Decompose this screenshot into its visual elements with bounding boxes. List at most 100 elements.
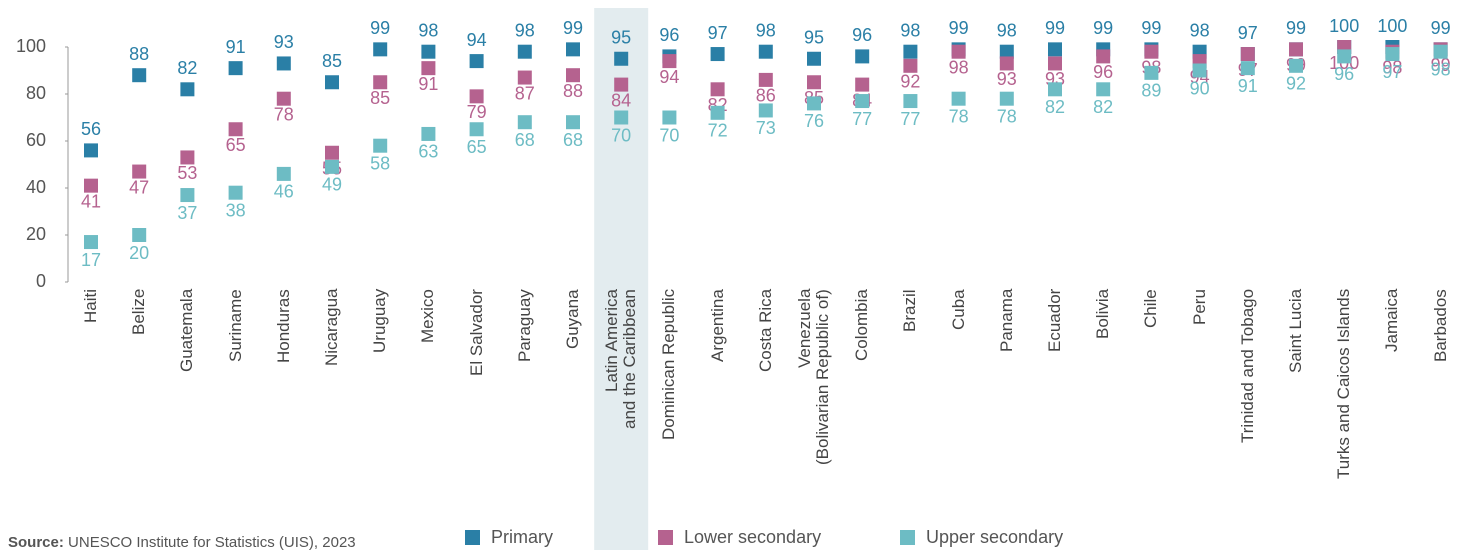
marker (132, 68, 147, 83)
value-label: 91 (418, 74, 438, 94)
value-label: 46 (274, 182, 294, 202)
marker (325, 159, 339, 174)
marker (903, 58, 918, 73)
x-tick-label: Bolivia (1093, 289, 1113, 340)
marker (1096, 49, 1111, 64)
marker (710, 47, 725, 62)
x-tick-label: Trinidad and Tobago (1237, 289, 1257, 444)
value-label: 63 (418, 142, 438, 162)
value-label: 99 (1431, 18, 1451, 38)
marker (999, 56, 1014, 71)
marker (951, 91, 966, 106)
value-label: 53 (177, 163, 197, 183)
marker (421, 126, 436, 141)
value-label: 96 (1093, 62, 1113, 82)
value-label: 99 (1431, 55, 1451, 75)
value-label: 92 (900, 72, 920, 92)
y-tick-label: 80 (26, 83, 46, 103)
value-label: 92 (1286, 74, 1306, 94)
value-label: 49 (322, 175, 342, 195)
marker (1385, 47, 1400, 62)
value-label: 85 (370, 88, 390, 108)
marker (469, 54, 484, 69)
y-tick-label: 20 (26, 224, 46, 244)
legend-swatch (658, 530, 673, 545)
value-label: 82 (1045, 97, 1065, 117)
marker (1240, 61, 1255, 76)
value-label: 96 (1334, 64, 1354, 84)
value-label: 78 (274, 104, 294, 124)
marker (84, 235, 98, 250)
value-label: 72 (708, 121, 728, 141)
source-label: Source: (8, 534, 64, 550)
marker (325, 145, 339, 160)
marker (1433, 44, 1448, 59)
value-label: 91 (226, 37, 246, 57)
legend-label: Lower secondary (684, 527, 821, 547)
value-label: 89 (1141, 81, 1161, 101)
x-tick-label: Venezuela (Bolivarian Republic of) (795, 289, 832, 465)
marker (132, 164, 147, 179)
x-tick-label: Peru (1189, 289, 1209, 325)
value-label: 68 (563, 130, 583, 150)
marker (276, 91, 291, 106)
x-tick-label: Cuba (948, 289, 968, 330)
value-label: 65 (226, 135, 246, 155)
value-label: 98 (1431, 59, 1451, 79)
marker (566, 68, 580, 83)
value-label: 82 (177, 58, 197, 78)
value-label: 96 (852, 25, 872, 45)
marker (180, 188, 195, 203)
value-label: 73 (756, 118, 776, 138)
value-label: 98 (900, 20, 920, 40)
value-label: 68 (515, 130, 535, 150)
value-label: 99 (1141, 18, 1161, 38)
value-label: 98 (756, 20, 776, 40)
value-label: 41 (81, 191, 101, 211)
value-label: 98 (1190, 20, 1210, 40)
marker (1144, 65, 1159, 80)
x-tick-label: Saint Lucia (1286, 289, 1305, 374)
value-label: 77 (852, 109, 872, 129)
highlight-band (594, 8, 649, 550)
value-label: 94 (659, 67, 679, 87)
marker (566, 42, 580, 57)
value-label: 93 (274, 32, 294, 52)
x-tick-label: Panama (996, 289, 1016, 353)
marker (1289, 42, 1303, 57)
marker (951, 44, 966, 59)
marker (1048, 82, 1062, 97)
x-tick-label: Brazil (900, 289, 920, 332)
marker (228, 122, 243, 137)
value-label: 99 (949, 18, 969, 38)
marker (1289, 58, 1303, 73)
value-label: 47 (129, 177, 149, 197)
value-label: 79 (467, 102, 487, 122)
marker (807, 96, 821, 111)
marker (373, 75, 388, 90)
value-label: 88 (563, 81, 583, 101)
source-text: UNESCO Institute for Statistics (UIS), 2… (68, 534, 356, 550)
marker (1048, 42, 1062, 57)
x-tick-label: Barbados (1430, 289, 1450, 362)
marker (421, 61, 436, 76)
marker (758, 103, 773, 118)
x-tick-label: Guatemala (177, 289, 197, 373)
value-label: 99 (1093, 18, 1113, 38)
value-label: 97 (1238, 23, 1258, 43)
x-tick-label: Haiti (81, 289, 100, 324)
value-label: 96 (659, 25, 679, 45)
value-label: 58 (370, 153, 390, 173)
value-label: 99 (563, 18, 583, 38)
value-label: 99 (1045, 18, 1065, 38)
x-tick-label: Ecuador (1045, 289, 1064, 353)
marker (999, 44, 1014, 59)
value-label: 78 (997, 106, 1017, 126)
marker (855, 94, 870, 109)
y-tick-label: 60 (26, 130, 46, 150)
value-label: 97 (1382, 62, 1402, 82)
x-tick-label: Latin America and the Caribbean (602, 289, 640, 429)
legend-label: Primary (491, 527, 553, 547)
value-label: 85 (322, 51, 342, 71)
